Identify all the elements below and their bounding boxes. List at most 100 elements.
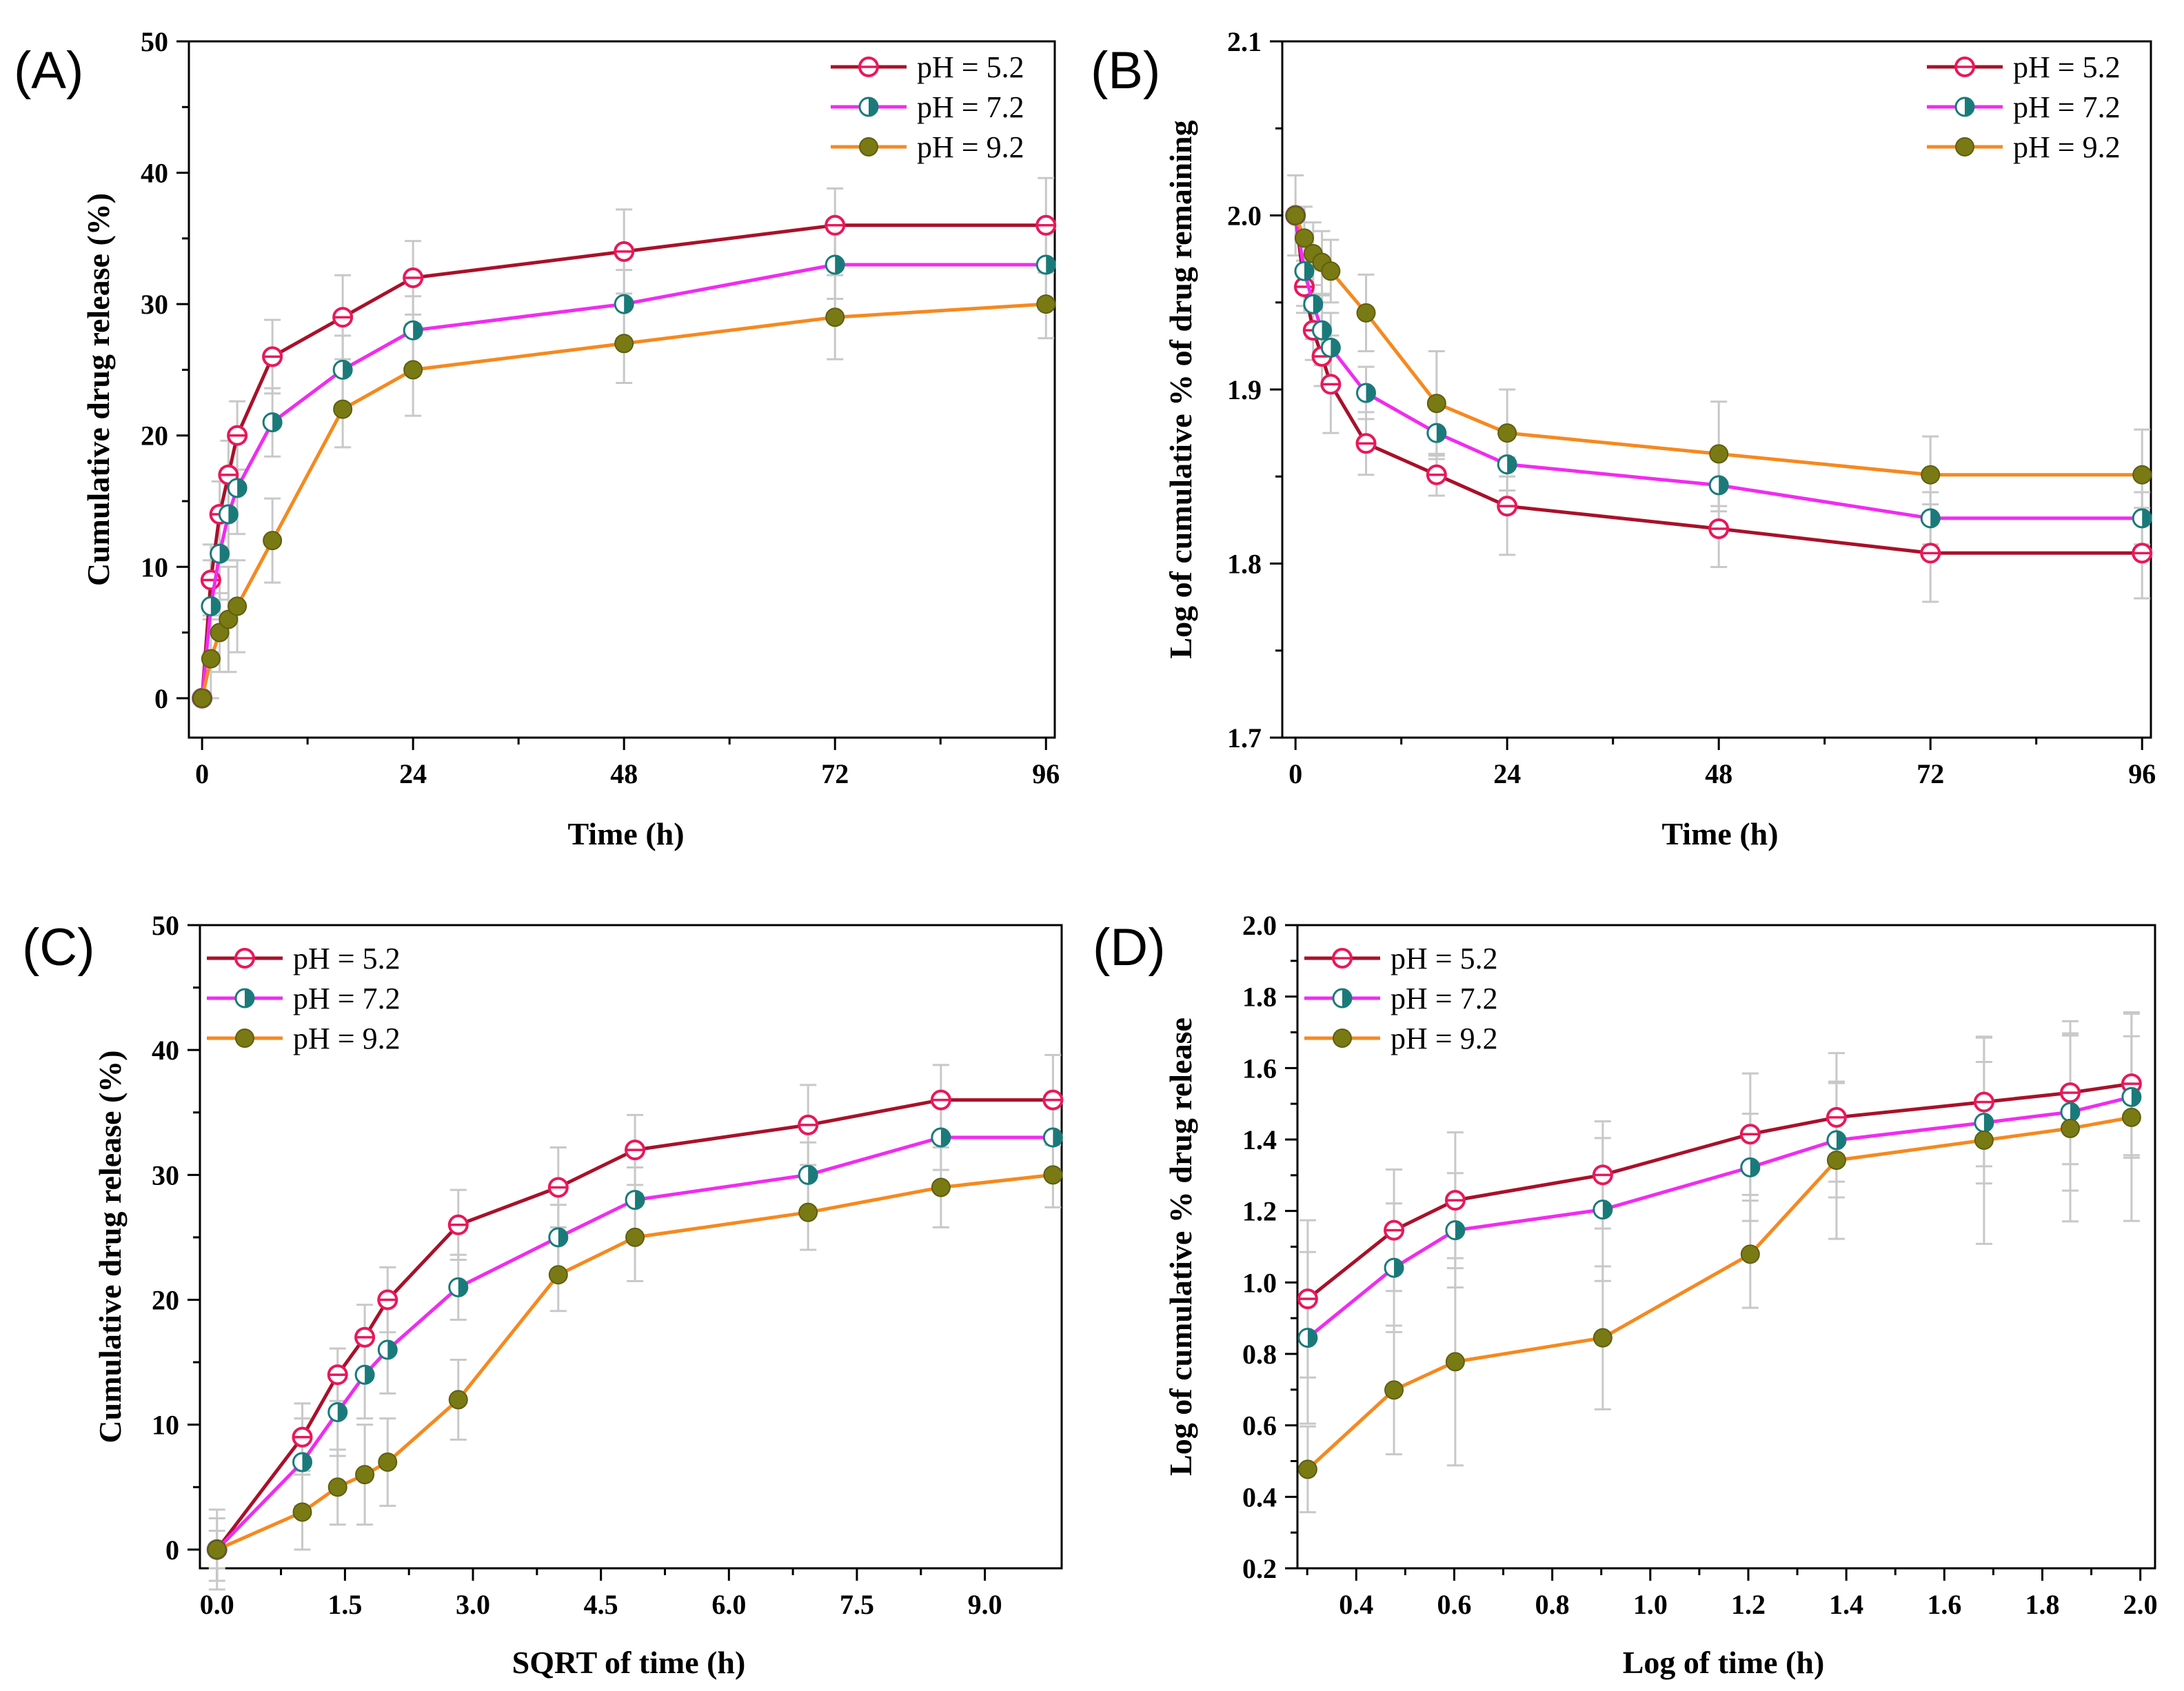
y-tick-label: 20 — [152, 1284, 179, 1315]
x-tick-label: 0.4 — [1339, 1589, 1373, 1620]
data-point — [1740, 1157, 1761, 1177]
data-point — [1356, 383, 1377, 403]
legend-label: pH = 7.2 — [917, 90, 1024, 124]
legend-marker — [235, 1029, 254, 1048]
data-point — [355, 1465, 375, 1485]
data-point — [1593, 1199, 1613, 1220]
marker-half — [1719, 476, 1728, 494]
data-point — [1739, 1124, 1761, 1145]
data-point — [1294, 261, 1315, 281]
y-axis-title: Log of cumulative % of drug remaining — [1163, 120, 1198, 658]
y-axis-title: Cumulative drug release (%) — [81, 193, 116, 586]
x-tick-label: 96 — [2128, 758, 2156, 789]
legend-label: pH = 7.2 — [1391, 982, 1498, 1015]
data-point — [263, 531, 283, 551]
y-tick-label: 1.7 — [1227, 722, 1262, 753]
x-tick-label: 1.6 — [1927, 1589, 1961, 1620]
series-72 — [207, 1127, 1063, 1560]
data-point — [333, 399, 353, 419]
y-tick-label: 0.8 — [1242, 1339, 1277, 1370]
y-tick-label: 40 — [152, 1035, 179, 1066]
data-point — [210, 543, 230, 564]
data-point — [292, 1452, 313, 1472]
y-tick-label: 30 — [152, 1160, 179, 1191]
data-point — [1444, 1190, 1466, 1211]
series-92 — [1286, 205, 2152, 485]
y-tick-label: 0.2 — [1242, 1553, 1277, 1584]
x-tick-label: 1.4 — [1829, 1589, 1863, 1620]
y-tick-label: 2.0 — [1242, 910, 1277, 941]
legend-label: pH = 5.2 — [2013, 50, 2121, 84]
marker-half — [1965, 98, 1974, 116]
legend-label: pH = 7.2 — [2013, 90, 2121, 124]
series-line — [1306, 1082, 2132, 1301]
marker-half — [2070, 1103, 2080, 1122]
x-tick-label: 1.5 — [327, 1589, 362, 1620]
data-point — [1286, 205, 1306, 225]
data-point — [1826, 1130, 1847, 1151]
data-point — [625, 1140, 646, 1161]
data-point — [1042, 1089, 1064, 1111]
data-point — [1445, 1220, 1466, 1241]
data-point — [192, 688, 212, 708]
data-point — [327, 1477, 347, 1497]
series-52 — [192, 214, 1057, 709]
data-point — [292, 1426, 313, 1448]
x-axis-title: SQRT of time (h) — [512, 1645, 746, 1680]
marker-half — [1455, 1221, 1464, 1239]
data-point — [1708, 475, 1729, 496]
panel-label: (B) — [1091, 41, 1160, 100]
error-bars — [1299, 1011, 2140, 1514]
y-tick-label: 2.1 — [1227, 26, 1262, 57]
x-tick-label: 0.0 — [200, 1589, 234, 1620]
y-tick-label: 1.6 — [1242, 1053, 1277, 1084]
data-point — [201, 649, 221, 669]
data-point — [931, 1177, 951, 1197]
data-point — [625, 1227, 645, 1247]
data-point — [1426, 394, 1446, 414]
data-point — [825, 307, 845, 327]
data-point — [825, 214, 846, 236]
data-point — [614, 334, 634, 354]
data-point — [1497, 496, 1518, 517]
data-point — [1303, 294, 1324, 314]
y-axis-title: Log of cumulative % drug release — [1163, 1017, 1198, 1476]
y-tick-label: 1.8 — [1227, 549, 1262, 580]
marker-half — [245, 989, 254, 1007]
data-point — [548, 1265, 568, 1285]
plot-frame — [199, 924, 1063, 1570]
y-tick-label: 10 — [152, 1410, 179, 1441]
data-point — [2132, 508, 2152, 529]
data-point — [327, 1402, 348, 1423]
marker-half — [635, 1191, 645, 1209]
marker-half — [337, 1403, 347, 1421]
x-axis-title: Time (h) — [567, 816, 684, 851]
x-tick-label: 1.2 — [1731, 1589, 1766, 1620]
y-tick-label: 50 — [141, 26, 168, 57]
marker-half — [1046, 255, 1055, 274]
y-tick-label: 10 — [141, 551, 168, 583]
data-point — [1297, 1288, 1318, 1310]
series-line — [1306, 1095, 2132, 1339]
plot-frame — [188, 40, 1056, 739]
marker-half — [1602, 1200, 1612, 1219]
data-point — [377, 1339, 398, 1360]
legend-label: pH = 5.2 — [293, 942, 401, 975]
data-point — [1356, 303, 1376, 323]
x-tick-label: 3.0 — [456, 1589, 490, 1620]
marker-half — [1322, 321, 1331, 340]
data-point — [931, 1127, 951, 1148]
data-point — [219, 609, 239, 629]
data-point — [798, 1202, 818, 1222]
data-point — [1355, 433, 1377, 454]
legend: pH = 5.2 pH = 7.2 pH = 9.2 — [207, 942, 401, 1055]
x-tick-label: 7.5 — [840, 1589, 874, 1620]
marker-half — [1750, 1158, 1759, 1177]
marker-half — [1307, 1328, 1317, 1347]
x-tick-label: 0 — [1288, 758, 1302, 789]
series-72 — [1297, 1086, 2142, 1348]
panel-C: (C) 0.0 1.5 3.0 4.5 6.0 7.5 9.0 0 10 20 30 40 50 SQRT … — [22, 910, 1064, 1680]
y-tick-label: 1.0 — [1242, 1267, 1277, 1298]
data-point — [625, 1190, 645, 1211]
